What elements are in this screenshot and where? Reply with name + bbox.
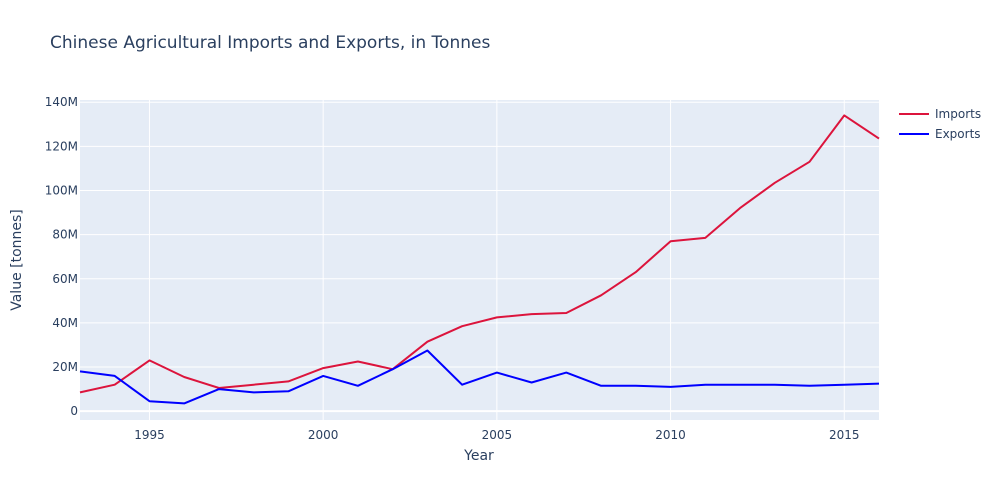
data-point-exports[interactable] (111, 372, 119, 380)
data-point-imports[interactable] (319, 364, 327, 372)
data-point-imports[interactable] (632, 268, 640, 276)
legend-label-imports: Imports (935, 107, 982, 121)
data-point-imports[interactable] (597, 291, 605, 299)
y-tick-label: 40M (52, 316, 78, 330)
data-point-exports[interactable] (250, 388, 258, 396)
y-tick-label: 0 (70, 404, 78, 418)
data-point-imports[interactable] (180, 373, 188, 381)
data-point-imports[interactable] (493, 313, 501, 321)
legend-swatch-imports (899, 113, 929, 115)
data-point-exports[interactable] (76, 367, 84, 375)
data-point-imports[interactable] (771, 179, 779, 187)
legend: Imports Exports (899, 104, 981, 144)
data-point-imports[interactable] (284, 377, 292, 385)
series-layer (76, 111, 883, 407)
chart-title: Chinese Agricultural Imports and Exports… (50, 33, 491, 53)
data-point-exports[interactable] (145, 397, 153, 405)
y-tick-label: 120M (45, 139, 78, 153)
data-point-imports[interactable] (840, 111, 848, 119)
x-tick-label: 2000 (308, 428, 339, 442)
data-point-imports[interactable] (250, 381, 258, 389)
data-point-imports[interactable] (76, 388, 84, 396)
legend-label-exports: Exports (935, 127, 981, 141)
data-point-exports[interactable] (319, 372, 327, 380)
data-point-exports[interactable] (875, 380, 883, 388)
series-line-imports (79, 114, 880, 394)
data-point-exports[interactable] (667, 383, 675, 391)
x-tick-label: 2005 (482, 428, 513, 442)
data-point-imports[interactable] (354, 358, 362, 366)
data-point-imports[interactable] (701, 234, 709, 242)
data-point-imports[interactable] (875, 135, 883, 143)
data-point-imports[interactable] (423, 338, 431, 346)
data-point-exports[interactable] (771, 381, 779, 389)
data-point-exports[interactable] (458, 381, 466, 389)
data-point-exports[interactable] (423, 346, 431, 354)
data-point-exports[interactable] (528, 378, 536, 386)
x-axis-title: Year (463, 448, 494, 464)
data-point-imports[interactable] (528, 310, 536, 318)
x-tick-label: 2010 (655, 428, 686, 442)
data-point-exports[interactable] (180, 399, 188, 407)
data-point-exports[interactable] (840, 381, 848, 389)
data-point-imports[interactable] (806, 158, 814, 166)
y-tick-label: 140M (45, 95, 78, 109)
data-point-exports[interactable] (597, 382, 605, 390)
x-axis-ticks: 1995 2000 2005 2010 2015 (134, 428, 859, 442)
y-tick-label: 60M (52, 272, 78, 286)
y-axis-ticks: 0 20M 40M 60M 80M 100M 120M 140M (45, 95, 78, 418)
data-point-imports[interactable] (145, 356, 153, 364)
y-axis-title: Value [tonnes] (9, 209, 25, 311)
data-point-exports[interactable] (736, 381, 744, 389)
y-tick-label: 20M (52, 360, 78, 374)
data-point-exports[interactable] (632, 382, 640, 390)
data-point-exports[interactable] (389, 365, 397, 373)
plot-background (80, 100, 879, 420)
x-tick-label: 2015 (829, 428, 860, 442)
legend-item-exports[interactable]: Exports (899, 124, 981, 144)
data-point-exports[interactable] (354, 382, 362, 390)
data-point-exports[interactable] (806, 382, 814, 390)
y-tick-label: 80M (52, 228, 78, 242)
grid-layer (80, 100, 879, 420)
y-tick-label: 100M (45, 183, 78, 197)
data-point-exports[interactable] (493, 369, 501, 377)
data-point-imports[interactable] (458, 322, 466, 330)
series-line-exports (79, 349, 880, 405)
legend-item-imports[interactable]: Imports (899, 104, 981, 124)
data-point-exports[interactable] (215, 385, 223, 393)
data-point-exports[interactable] (701, 381, 709, 389)
data-point-imports[interactable] (111, 381, 119, 389)
legend-swatch-exports (899, 133, 929, 135)
data-point-exports[interactable] (284, 387, 292, 395)
data-point-imports[interactable] (736, 204, 744, 212)
data-point-exports[interactable] (562, 369, 570, 377)
data-point-imports[interactable] (667, 237, 675, 245)
x-tick-label: 1995 (134, 428, 165, 442)
data-point-imports[interactable] (562, 309, 570, 317)
